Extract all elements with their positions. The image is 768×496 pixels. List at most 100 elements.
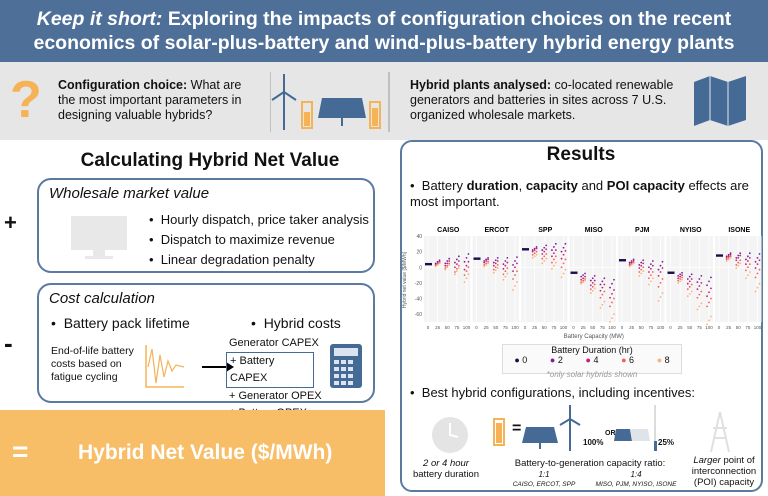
data-point <box>584 272 586 275</box>
panel-caiso: 0 25 50 75 100 CAISO <box>424 227 471 330</box>
list-item: Generator CAPEX <box>229 337 319 349</box>
data-point <box>560 257 563 260</box>
data-point <box>454 271 456 273</box>
data-point <box>700 282 703 284</box>
x-tick-label: 100 <box>657 325 665 330</box>
data-point <box>708 280 710 283</box>
panel-ercot: 0 25 50 75 100 ERCOT <box>472 227 519 330</box>
data-point <box>533 249 536 251</box>
data-point <box>448 264 451 266</box>
data-point <box>492 261 495 264</box>
data-point <box>681 274 683 276</box>
data-point <box>754 267 757 269</box>
data-point <box>494 266 497 269</box>
data-point <box>739 252 742 255</box>
data-point <box>516 262 518 265</box>
data-point <box>543 246 546 249</box>
legend-item: ● 8 <box>656 355 670 365</box>
data-point <box>494 259 497 262</box>
panel-title: SPP <box>538 227 552 234</box>
panel-title: NYISO <box>680 227 702 234</box>
data-point <box>657 268 660 271</box>
results-box <box>400 140 763 492</box>
data-point <box>756 272 759 275</box>
x-tick-label: 0 <box>621 325 624 330</box>
data-point <box>533 247 536 250</box>
data-point <box>748 271 751 273</box>
data-point <box>642 266 645 269</box>
data-point <box>756 263 759 266</box>
x-tick-label: 100 <box>608 325 616 330</box>
data-point <box>677 279 680 282</box>
data-point <box>679 280 682 283</box>
x-tick-label: 100 <box>463 325 471 330</box>
data-point <box>661 267 664 269</box>
data-point <box>425 262 432 266</box>
data-point <box>735 264 738 266</box>
data-point <box>448 260 451 262</box>
data-point <box>638 274 641 277</box>
data-point <box>454 261 456 264</box>
data-point <box>649 267 652 270</box>
data-point <box>756 286 759 289</box>
data-point <box>560 250 563 253</box>
data-point <box>609 305 611 308</box>
pct-25: 25% <box>658 438 675 447</box>
data-point <box>554 249 557 251</box>
data-point <box>737 256 740 259</box>
data-point <box>502 263 505 266</box>
data-point <box>457 264 460 267</box>
x-tick-label: 50 <box>687 325 693 330</box>
wholesale-market-box: Wholesale market value • Hourly dispatch… <box>37 178 375 273</box>
data-point <box>593 279 596 282</box>
data-point <box>434 265 437 268</box>
x-tick-label: 25 <box>726 325 732 330</box>
data-point <box>648 266 650 269</box>
data-point <box>494 269 497 272</box>
x-tick-label: 100 <box>560 325 568 330</box>
data-point <box>552 264 555 267</box>
x-tick-label: 25 <box>629 325 635 330</box>
data-point <box>514 260 516 262</box>
data-point <box>609 286 611 289</box>
data-point <box>630 260 633 262</box>
data-point <box>754 260 757 263</box>
map-icon <box>694 76 746 126</box>
data-point <box>502 278 505 281</box>
data-point <box>748 263 751 266</box>
data-point <box>455 270 458 273</box>
data-point <box>698 278 701 280</box>
data-point <box>756 256 759 259</box>
data-point <box>512 264 514 266</box>
data-point <box>659 271 662 273</box>
data-point <box>545 257 548 260</box>
x-tick-label: 75 <box>745 325 751 330</box>
panel-nyiso: 0 25 50 75 100 NYISO <box>666 227 713 330</box>
data-point <box>485 264 488 266</box>
data-point <box>638 264 641 266</box>
y-axis-label: Hybrid net value [$/MWh] <box>402 251 408 308</box>
fatigue-wave-icon <box>145 345 234 388</box>
data-point <box>613 313 615 316</box>
x-tick-label: 0 <box>718 325 721 330</box>
data-point <box>543 250 546 253</box>
data-point <box>564 242 567 245</box>
data-point <box>599 289 602 292</box>
data-point <box>552 258 555 261</box>
data-point <box>748 252 751 255</box>
data-point <box>485 260 488 262</box>
hybrid-plants-text: Hybrid plants analysed: co-located renew… <box>410 78 674 122</box>
data-point <box>611 317 613 319</box>
panel-title: ISONE <box>728 227 750 234</box>
data-point <box>745 263 747 266</box>
data-point <box>681 278 683 281</box>
data-point <box>502 273 505 276</box>
equals-sign: = <box>512 420 522 437</box>
data-point <box>601 286 604 289</box>
data-point <box>628 263 631 266</box>
data-point <box>591 289 594 292</box>
data-point <box>601 293 604 296</box>
data-point <box>492 268 495 271</box>
data-point <box>531 253 534 256</box>
data-point <box>706 284 708 287</box>
